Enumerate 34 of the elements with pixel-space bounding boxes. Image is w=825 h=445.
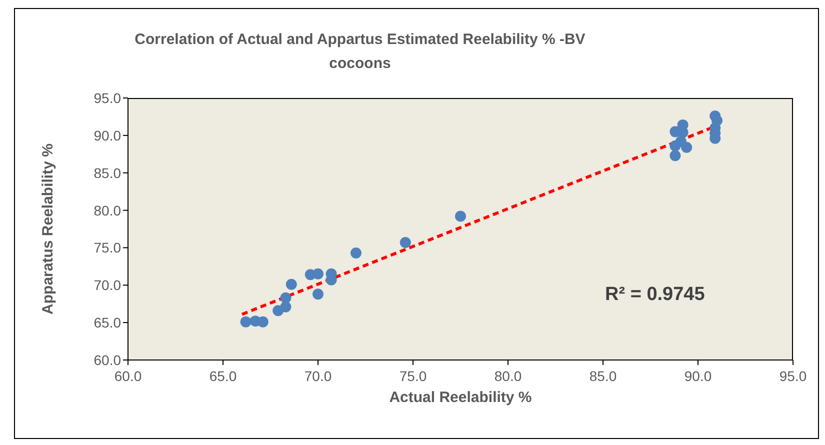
point: [312, 268, 324, 280]
y-axis-title: Apparatus Reelability %: [39, 144, 56, 314]
x-tick-label: 75.0: [399, 368, 427, 384]
y-tick-label: 75.0: [94, 240, 122, 256]
y-tick-label: 90.0: [94, 127, 122, 144]
point: [280, 292, 292, 304]
y-tick-label: 95.0: [94, 90, 122, 106]
point: [350, 247, 362, 258]
x-tick-label: 85.0: [589, 368, 617, 384]
point: [455, 210, 466, 222]
x-tick-label: 80.0: [494, 368, 522, 384]
x-tick-label: 70.0: [304, 368, 332, 384]
point: [240, 316, 252, 328]
y-tick-label: 80.0: [94, 202, 122, 218]
point: [670, 150, 681, 162]
x-tick-label: 60.0: [114, 368, 142, 384]
x-tick-label: 95.0: [779, 368, 807, 384]
y-tick-label: 70.0: [94, 277, 122, 294]
point: [400, 236, 411, 248]
point: [280, 301, 292, 312]
x-tick-label: 90.0: [684, 368, 712, 384]
y-tick-label: 85.0: [94, 164, 122, 181]
point: [677, 119, 688, 130]
point: [312, 288, 324, 300]
point: [710, 110, 721, 122]
x-tick-label: 65.0: [209, 368, 237, 384]
y-tick-label: 65.0: [94, 314, 122, 331]
annotation: R² = 0.9745: [605, 284, 705, 306]
point: [257, 316, 268, 328]
point: [681, 142, 692, 153]
y-tick-label: 60.0: [94, 352, 122, 368]
x-axis-title: Actual Reelability %: [389, 389, 532, 406]
point: [286, 278, 297, 290]
chart-title: Correlation of Actual and Appartus Estimated Reelability % -BV cocoons: [134, 30, 586, 74]
